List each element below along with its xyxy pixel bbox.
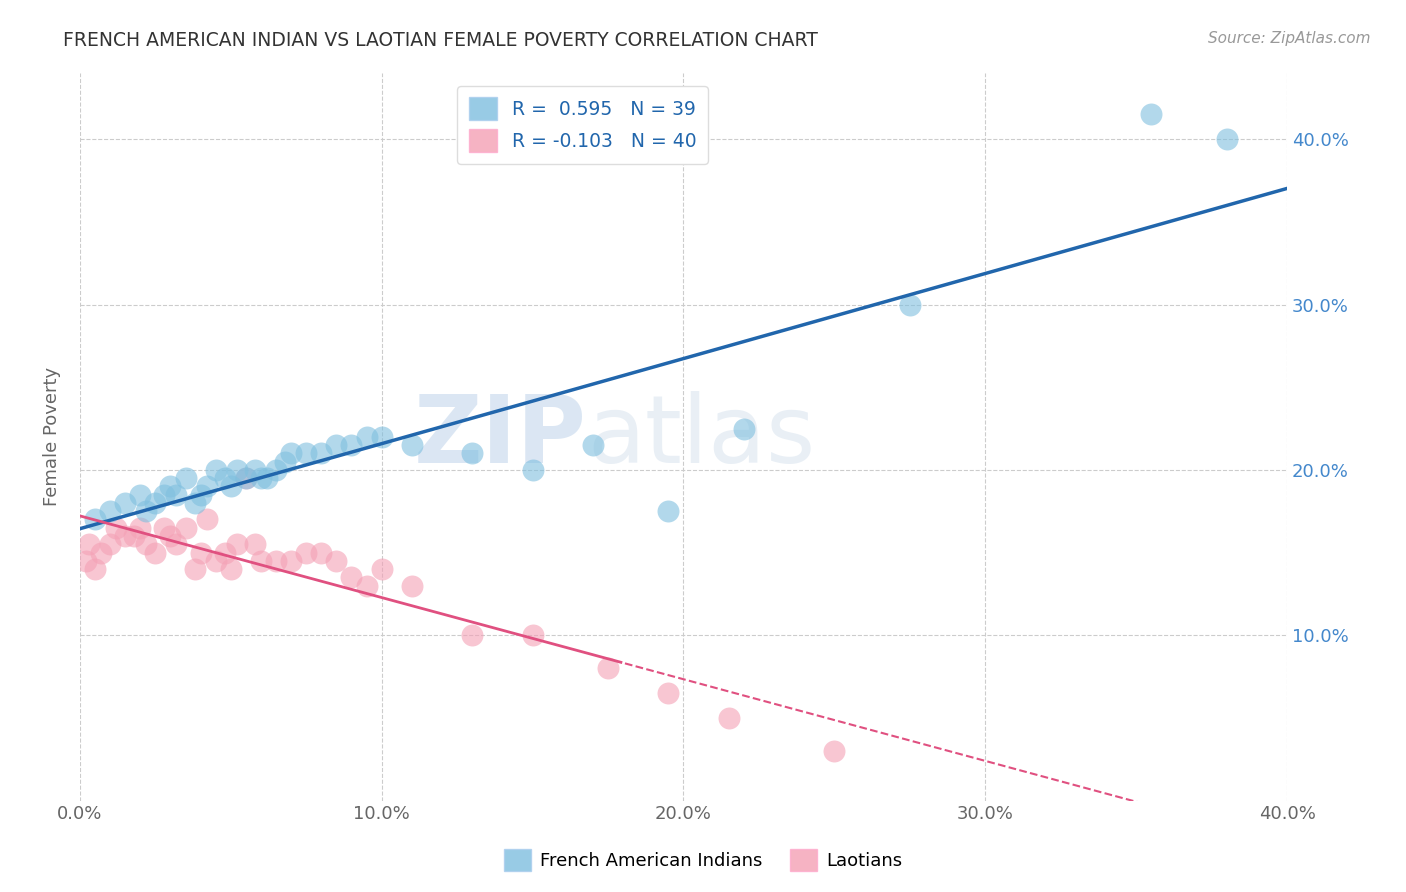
Point xyxy=(165,537,187,551)
Point xyxy=(190,488,212,502)
Point xyxy=(582,438,605,452)
Point xyxy=(129,521,152,535)
Point xyxy=(235,471,257,485)
Point xyxy=(183,562,205,576)
Point xyxy=(325,438,347,452)
Point xyxy=(84,562,107,576)
Point xyxy=(204,554,226,568)
Point xyxy=(235,471,257,485)
Point xyxy=(657,504,679,518)
Point xyxy=(153,521,176,535)
Point xyxy=(311,545,333,559)
Point xyxy=(340,570,363,584)
Point xyxy=(129,488,152,502)
Text: ZIP: ZIP xyxy=(413,391,586,483)
Point xyxy=(250,471,273,485)
Point xyxy=(204,463,226,477)
Point xyxy=(225,537,247,551)
Point xyxy=(356,430,378,444)
Point xyxy=(98,537,121,551)
Point xyxy=(401,438,423,452)
Point xyxy=(370,430,392,444)
Y-axis label: Female Poverty: Female Poverty xyxy=(44,368,60,507)
Point xyxy=(114,529,136,543)
Point xyxy=(243,537,266,551)
Legend: R =  0.595   N = 39, R = -0.103   N = 40: R = 0.595 N = 39, R = -0.103 N = 40 xyxy=(457,86,707,163)
Point xyxy=(214,545,236,559)
Point xyxy=(153,488,176,502)
Point xyxy=(250,554,273,568)
Point xyxy=(325,554,347,568)
Point xyxy=(596,661,619,675)
Point xyxy=(274,454,297,468)
Point xyxy=(122,529,145,543)
Point xyxy=(522,628,544,642)
Point xyxy=(340,438,363,452)
Point xyxy=(135,504,157,518)
Point xyxy=(717,711,740,725)
Point xyxy=(143,545,166,559)
Point xyxy=(225,463,247,477)
Point xyxy=(461,446,484,460)
Point xyxy=(264,463,287,477)
Point xyxy=(264,554,287,568)
Point xyxy=(311,446,333,460)
Point xyxy=(174,471,197,485)
Point xyxy=(295,545,318,559)
Point xyxy=(114,496,136,510)
Point xyxy=(823,744,845,758)
Point xyxy=(657,686,679,700)
Point xyxy=(280,554,302,568)
Point xyxy=(143,496,166,510)
Point xyxy=(356,579,378,593)
Point xyxy=(84,512,107,526)
Point xyxy=(195,479,218,493)
Point xyxy=(174,521,197,535)
Point xyxy=(159,479,181,493)
Point xyxy=(401,579,423,593)
Point xyxy=(90,545,112,559)
Point xyxy=(243,463,266,477)
Point xyxy=(295,446,318,460)
Text: FRENCH AMERICAN INDIAN VS LAOTIAN FEMALE POVERTY CORRELATION CHART: FRENCH AMERICAN INDIAN VS LAOTIAN FEMALE… xyxy=(63,31,818,50)
Point xyxy=(195,512,218,526)
Point xyxy=(370,562,392,576)
Point xyxy=(1215,132,1237,146)
Text: Source: ZipAtlas.com: Source: ZipAtlas.com xyxy=(1208,31,1371,46)
Point xyxy=(898,297,921,311)
Point xyxy=(183,496,205,510)
Point xyxy=(733,421,755,435)
Point xyxy=(1140,107,1163,121)
Point xyxy=(135,537,157,551)
Point xyxy=(522,463,544,477)
Point xyxy=(77,537,100,551)
Point xyxy=(461,628,484,642)
Point xyxy=(105,521,128,535)
Text: atlas: atlas xyxy=(586,391,815,483)
Point xyxy=(190,545,212,559)
Point xyxy=(165,488,187,502)
Point xyxy=(219,479,242,493)
Point xyxy=(280,446,302,460)
Legend: French American Indians, Laotians: French American Indians, Laotians xyxy=(496,842,910,879)
Point xyxy=(75,554,97,568)
Point xyxy=(98,504,121,518)
Point xyxy=(256,471,278,485)
Point xyxy=(159,529,181,543)
Point xyxy=(219,562,242,576)
Point xyxy=(214,471,236,485)
